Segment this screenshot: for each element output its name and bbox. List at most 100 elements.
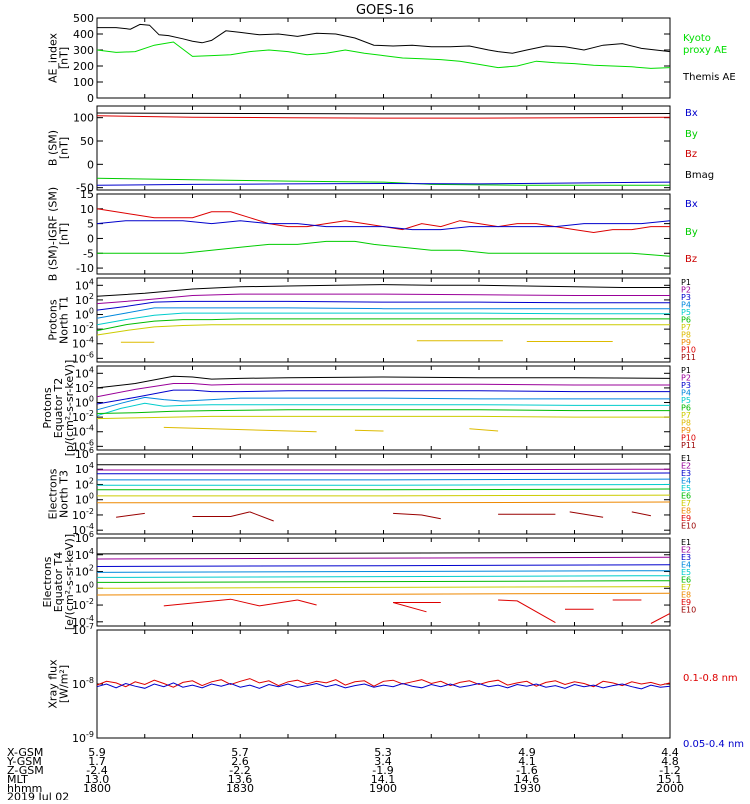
panel-frame-ae [96,17,671,99]
legend-e2-e9: E9 [681,598,691,607]
series-line-p2-p1 [96,375,671,389]
ytick-label-e2-1: 104 [75,547,94,562]
ephemeris-value-x-gsm-3: 4.9 [518,746,536,759]
panel-frame-p2 [96,365,671,451]
ytick-label-ae-0: 0 [87,92,94,105]
series-line-e1-e4 [97,478,671,481]
ephemeris-value-mlt-2: 14.1 [371,773,396,786]
series-line-bsm-bmag [96,112,671,115]
ylabel-ae-0: AE_index [47,32,60,83]
ephemeris-value-mlt-1: 13.6 [228,773,253,786]
series-line-e1-e6 [97,488,671,491]
series-line-p1-p6 [96,318,670,332]
ytick-exponent: -4 [86,424,94,433]
ytick-exponent: 4 [89,365,94,374]
series-line-p2-p8-seg0 [163,426,317,433]
legend-p2-p9: P9 [681,426,691,435]
series-line-e1-e10-seg6 [631,511,651,517]
series-line-ae-themis-ae [97,23,671,54]
ytick-exponent: -2 [86,597,94,606]
ytick-exponent: 4 [89,547,94,556]
ephemeris-value-y-gsm-4: 4.8 [661,755,679,768]
ytick-exponent: -9 [86,730,94,739]
series-line-p1-p1 [96,284,670,297]
ephemeris-value-hhmm-0: 1800 [83,782,111,795]
ephemeris-value-y-gsm-2: 3.4 [374,755,392,768]
ytick-label-ae-5: 500 [73,12,94,25]
ephemeris-label-x-gsm: X-GSM [7,746,43,759]
ylabel-xray-1: [W/m²] [58,665,71,703]
ephemeris-value-y-gsm-1: 2.6 [231,755,249,768]
ytick-exponent: -4 [86,522,94,531]
legend-e1-e9: E9 [681,514,691,523]
ytick-label-e1-1: 104 [75,461,94,476]
legend-bsm-bz: Bz [685,149,697,160]
ephemeris-value-y-gsm-3: 4.1 [518,755,536,768]
legend-e1-e6: E6 [681,492,691,501]
plot-title: GOES-16 [356,3,414,18]
ytick-exponent: 0 [89,307,94,316]
ytick-exponent: 4 [89,461,94,470]
ephemeris-value-mlt-3: 14.6 [515,773,540,786]
ephemeris-value-hhmm-2: 1900 [369,782,397,795]
ephemeris-value-z-gsm-2: -1.9 [372,764,393,777]
legend-xray-0-1-0-8-nm: 0.1-0.8 nm [683,673,738,684]
ytick-label-ae-4: 400 [73,28,94,41]
legend-e2-e1: E1 [681,538,691,547]
series-line-bigrf-by [97,240,671,257]
ytick-label-bigrf-1: -5 [83,247,94,260]
series-line-xray-0-05-0-4-nm [96,682,671,690]
ephemeris-value-z-gsm-4: -1.2 [659,764,680,777]
series-line-e1-e10-seg3 [393,512,441,520]
ylabel-p2-0: Protons [41,387,54,428]
series-line-e2-e9-seg0 [163,598,298,607]
ephemeris-value-z-gsm-0: -2.4 [86,764,107,777]
legend-p1-p4: P4 [681,301,691,310]
ytick-label-p2-1: 102 [75,380,94,395]
legend-bsm-by: By [685,129,698,140]
legend-p1-p11: P11 [681,353,696,362]
ytick-label-bigrf-3: 5 [87,218,94,231]
ytick-exponent: 6 [89,446,94,455]
legend-p1-p7: P7 [681,323,691,332]
ytick-exponent: 2 [89,564,94,573]
series-line-e2-e6 [96,580,671,583]
legend-p2-p6: P6 [681,404,691,413]
ytick-label-ae-3: 300 [73,44,94,57]
ylabel-p2-1: Equator T2 [52,378,65,438]
legend-e1-e4: E4 [681,477,691,486]
ephemeris-label-y-gsm: Y-GSM [6,755,42,768]
ytick-exponent: 0 [89,492,94,501]
ylabel-bsm-0: B (SM) [47,130,60,166]
ytick-exponent: 6 [89,530,94,539]
legend-bsm-bmag: Bmag [685,170,714,181]
legend-ae-themis-ae: Themis AE [682,72,736,83]
legend-p2-p8: P8 [681,419,691,428]
ylabel-ae-1: [nT] [58,47,71,69]
ytick-label-bsm-1: 0 [87,158,94,171]
series-line-p2-p8-seg2 [469,428,499,432]
legend-p2-p10: P10 [681,434,696,443]
ephemeris-value-mlt-4: 15.1 [658,773,683,786]
series-line-e2-e9-seg4 [498,599,556,624]
series-line-e2-e1 [96,551,671,555]
legend-bsm-bx: Bx [685,108,698,119]
ytick-exponent: -2 [86,507,94,516]
legend-e1-e5: E5 [681,484,691,493]
ytick-exponent: 4 [89,277,94,286]
series-line-p2-p8-seg1 [354,429,384,432]
ephemeris-label-hhmm: hhmm [7,782,42,795]
ylabel-p1-0: Protons [47,299,60,340]
ytick-label-ae-2: 200 [73,60,94,73]
legend-e2-e10: E10 [681,606,696,615]
legend-e1-e10: E10 [681,522,696,531]
series-line-p1-p4 [96,307,670,319]
ytick-label-bsm-2: 50 [80,135,94,148]
legend-p2-p4: P4 [681,389,691,398]
ytick-exponent: -6 [86,438,94,447]
ylabel-e1-0: Electrons [47,468,60,519]
legend-p1-p1: P1 [681,278,691,287]
ytick-label-bigrf-4: 10 [80,203,94,216]
ytick-label-xray-1: 10-8 [72,676,94,691]
